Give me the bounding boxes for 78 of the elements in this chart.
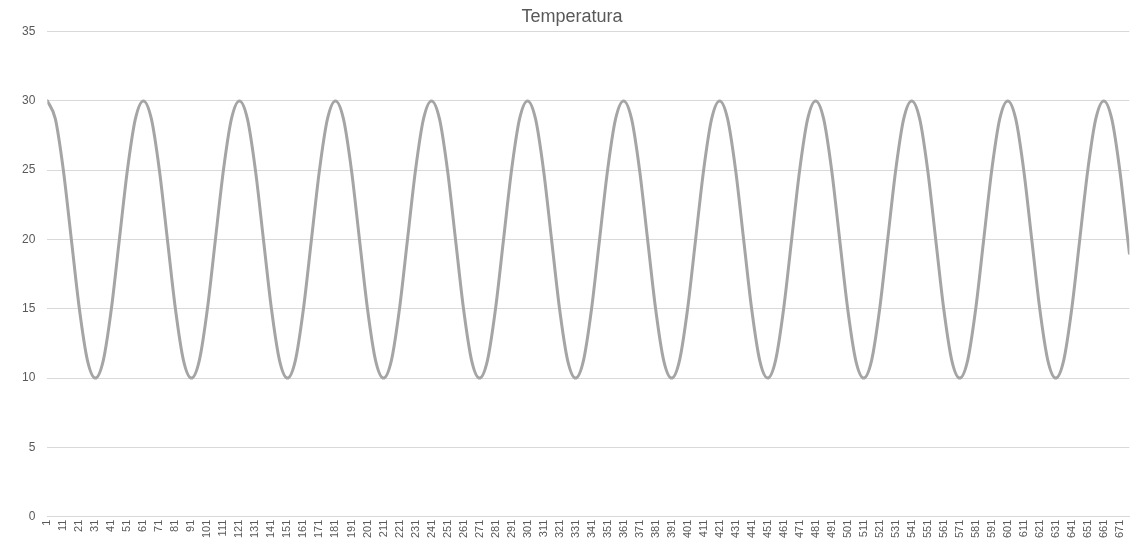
x-tick-label: 431	[728, 519, 741, 539]
y-tick-label: 30	[21, 93, 36, 108]
x-tick-label: 261	[456, 519, 469, 539]
x-tick-label: 181	[328, 519, 341, 539]
y-tick-label: 35	[21, 23, 36, 38]
x-tick-label: 161	[296, 519, 309, 539]
y-tick-label: 20	[21, 231, 36, 246]
x-tick-label: 591	[984, 519, 997, 539]
x-tick-label: 611	[1016, 519, 1029, 538]
x-tick-label: 381	[648, 519, 661, 539]
x-tick-label: 61	[136, 519, 149, 532]
x-tick-label: 341	[584, 519, 597, 539]
x-tick-label: 461	[776, 519, 789, 539]
x-tick-label: 91	[184, 519, 197, 532]
x-tick-label: 441	[744, 519, 757, 539]
x-tick-label: 221	[392, 519, 405, 539]
x-tick-label: 511	[856, 519, 869, 538]
x-tick-label: 281	[488, 519, 501, 539]
y-tick-label: 5	[28, 439, 36, 454]
x-tick-label: 531	[888, 519, 901, 539]
x-tick-label: 421	[712, 519, 725, 539]
x-tick-label: 571	[952, 519, 965, 539]
x-tick-label: 321	[552, 519, 565, 539]
x-tick-label: 481	[808, 519, 821, 539]
chart-title: Temperatura	[521, 5, 624, 26]
x-tick-label: 521	[872, 519, 885, 539]
x-tick-label: 671	[1112, 519, 1125, 539]
x-tick-label: 121	[232, 519, 245, 539]
x-tick-label: 401	[680, 519, 693, 539]
x-tick-label: 661	[1096, 519, 1109, 539]
x-tick-label: 471	[792, 519, 805, 539]
x-tick-label: 351	[600, 519, 613, 539]
x-tick-label: 151	[280, 519, 293, 539]
x-tick-label: 201	[360, 519, 373, 539]
x-tick-label: 451	[760, 519, 773, 539]
x-tick-label: 311	[536, 519, 549, 538]
x-tick-label: 551	[920, 519, 933, 539]
x-tick-label: 331	[568, 519, 581, 539]
x-tick-label: 81	[168, 519, 181, 532]
x-tick-label: 291	[504, 519, 517, 539]
y-tick-label: 25	[21, 162, 36, 177]
x-tick-label: 541	[904, 519, 917, 539]
x-tick-label: 1	[40, 519, 53, 526]
x-tick-label: 651	[1080, 519, 1093, 539]
x-tick-label: 301	[520, 519, 533, 539]
x-tick-label: 101	[200, 519, 213, 539]
x-tick-label: 211	[376, 519, 389, 538]
x-tick-label: 271	[472, 519, 485, 539]
x-tick-label: 51	[120, 519, 133, 532]
x-tick-label: 71	[152, 519, 165, 532]
x-tick-label: 561	[936, 519, 949, 539]
x-tick-label: 241	[424, 519, 437, 539]
x-tick-label: 191	[344, 519, 357, 539]
x-tick-label: 631	[1048, 519, 1061, 539]
y-tick-label: 15	[21, 301, 36, 316]
x-tick-label: 601	[1000, 519, 1013, 539]
x-tick-label: 501	[840, 519, 853, 539]
y-tick-label: 10	[21, 370, 36, 385]
x-tick-label: 41	[104, 519, 117, 532]
x-tick-label: 371	[632, 519, 645, 539]
x-tick-label: 361	[616, 519, 629, 539]
x-tick-label: 641	[1064, 519, 1077, 539]
x-tick-label: 11	[56, 519, 69, 532]
x-tick-label: 131	[248, 519, 261, 539]
x-tick-label: 111	[216, 519, 229, 537]
x-tick-label: 391	[664, 519, 677, 539]
x-tick-label: 171	[312, 519, 325, 539]
x-tick-label: 31	[88, 519, 101, 532]
line-series	[47, 99, 1130, 380]
y-tick-label: 0	[28, 508, 36, 523]
x-tick-label: 21	[72, 519, 85, 532]
x-tick-label: 411	[696, 519, 709, 538]
x-tick-label: 251	[440, 519, 453, 539]
x-tick-label: 581	[968, 519, 981, 539]
x-tick-label: 141	[264, 519, 277, 539]
x-tick-label: 491	[824, 519, 837, 539]
x-tick-label: 231	[408, 519, 421, 539]
x-tick-label: 621	[1032, 519, 1045, 539]
